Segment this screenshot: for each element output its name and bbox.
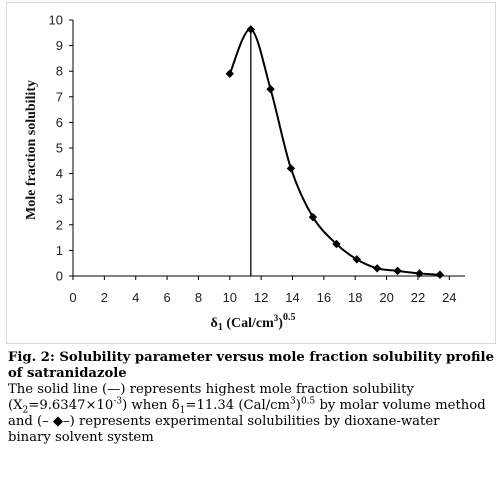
y-tick-label: 7: [56, 89, 63, 104]
data-point-marker: [393, 266, 402, 276]
x-tick-label: 8: [195, 290, 202, 305]
y-tick-label: 9: [56, 38, 63, 53]
y-axis-label: Mole fraction solubility: [24, 80, 39, 220]
y-tick-label: 0: [56, 269, 63, 284]
y-tick-label: 4: [56, 166, 63, 181]
x-tick-label: 12: [254, 290, 268, 305]
data-point-marker: [286, 164, 296, 173]
data-point-marker: [435, 270, 445, 279]
caption-line-2: (X2=9.6347×10-3) when δ1=11.34 (Cal/cm3)…: [8, 396, 486, 416]
x-tick-label: 14: [285, 290, 299, 305]
caption-line-1: The solid line (—) represents highest mo…: [8, 382, 414, 397]
data-point-marker: [332, 239, 341, 249]
caption-figure-title-cont: of satranidazole: [8, 366, 127, 381]
data-point-marker: [246, 25, 256, 34]
axes: [72, 20, 465, 277]
x-axis-label-unit-close: ): [278, 316, 283, 331]
series-experimental: [225, 25, 445, 279]
x-axis-label-unit: (Cal/cm: [223, 316, 274, 331]
data-point-marker: [266, 84, 275, 94]
x-tick-label: 4: [132, 290, 139, 305]
y-tick-label: 3: [56, 192, 63, 207]
x-tick-labels: 0 2 4 6 8 10 12 14 16 18 20 22 24: [69, 276, 457, 305]
x-axis-label-symbol: δ: [211, 316, 218, 331]
y-tick-label: 10: [49, 13, 63, 28]
x-tick-label: 2: [101, 290, 108, 305]
x-tick-label: 24: [442, 290, 456, 305]
x-axis-label-sub: 1: [218, 322, 223, 333]
x-tick-label: 0: [69, 290, 76, 305]
x-axis-label: δ1 (Cal/cm3)0.5: [211, 312, 296, 333]
caption-figure-title: Fig. 2: Solubility parameter versus mole…: [8, 350, 494, 365]
y-tick-label: 5: [56, 141, 63, 156]
x-tick-label: 6: [163, 290, 170, 305]
y-tick-label: 1: [56, 243, 63, 258]
x-tick-label: 20: [379, 290, 393, 305]
y-tick-label: 6: [56, 115, 63, 130]
caption-line-3: and (– ◆–) represents experimental solub…: [8, 414, 440, 429]
series-line: [228, 28, 440, 276]
x-tick-label: 10: [223, 290, 237, 305]
data-point-marker: [415, 269, 424, 278]
caption-line-4: binary solvent system: [8, 430, 154, 445]
x-axis-label-power: 0.5: [283, 312, 296, 323]
data-point-marker: [352, 255, 362, 264]
x-tick-label: 16: [317, 290, 331, 305]
y-tick-labels: 0 1 2 3 4 5 6 7 8 9 10: [49, 13, 73, 284]
data-point-marker: [308, 212, 318, 222]
data-point-marker: [372, 264, 382, 273]
y-axis-title: Mole fraction solubility: [24, 80, 39, 220]
data-point-marker: [225, 69, 234, 78]
figure-caption: Fig. 2: Solubility parameter versus mole…: [8, 350, 494, 446]
x-tick-label: 22: [411, 290, 425, 305]
x-axis-label-unit-sup: 3: [274, 313, 279, 323]
x-tick-label: 18: [348, 290, 362, 305]
y-tick-label: 8: [56, 64, 63, 79]
y-tick-label: 2: [56, 217, 63, 232]
